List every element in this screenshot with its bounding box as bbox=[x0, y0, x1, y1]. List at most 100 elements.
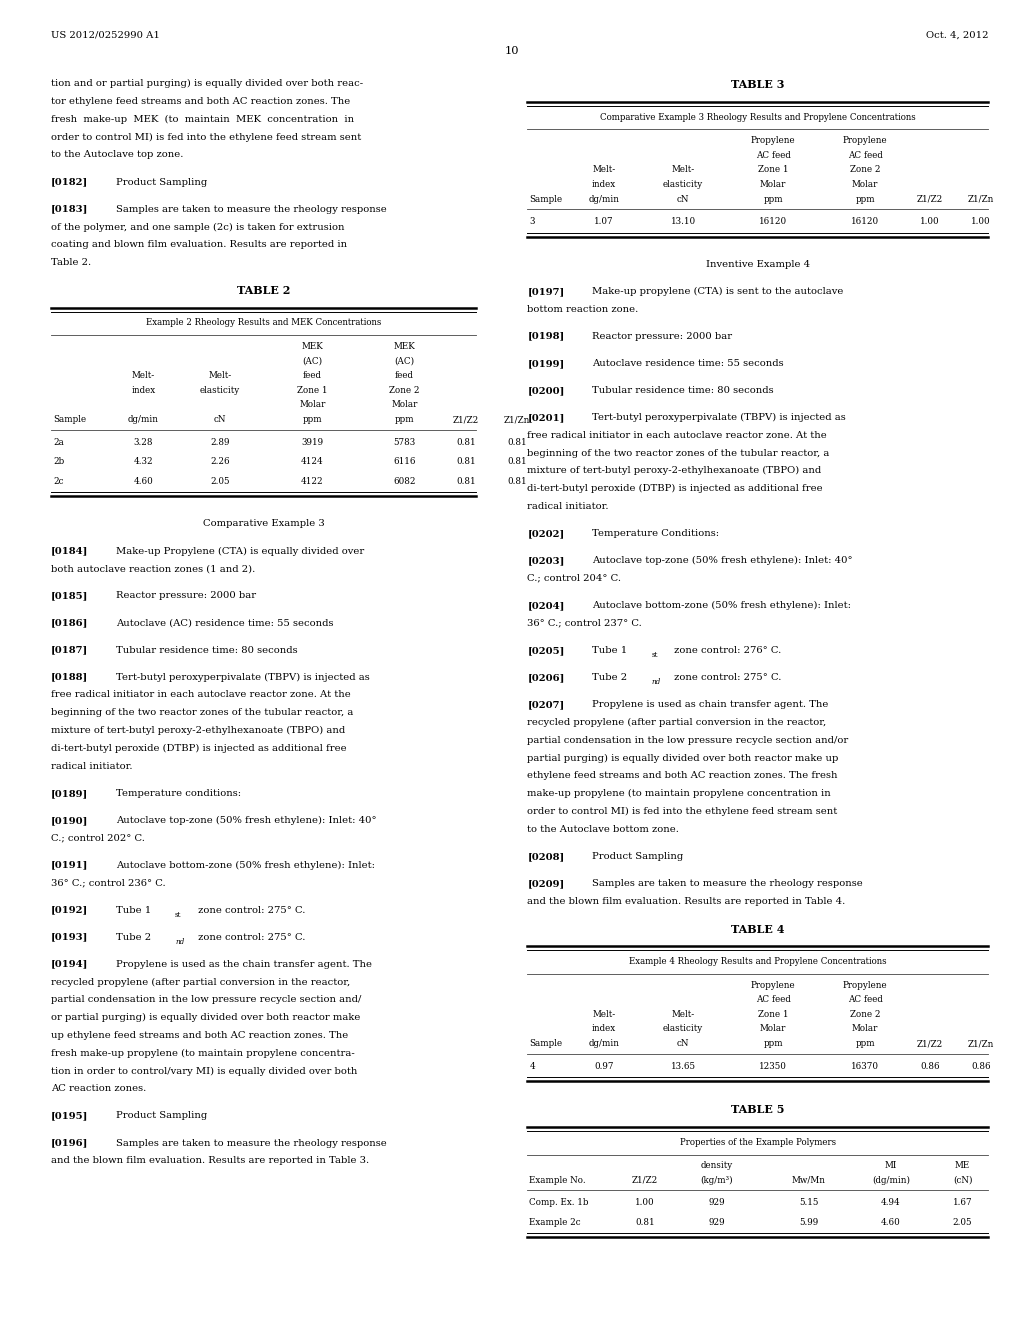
Text: AC feed: AC feed bbox=[756, 150, 791, 160]
Text: Comparative Example 3 Rheology Results and Propylene Concentrations: Comparative Example 3 Rheology Results a… bbox=[600, 112, 915, 121]
Text: beginning of the two reactor zones of the tubular reactor, a: beginning of the two reactor zones of th… bbox=[51, 709, 353, 717]
Text: 13.65: 13.65 bbox=[671, 1061, 695, 1071]
Text: Autoclave top-zone (50% fresh ethylene): Inlet: 40°: Autoclave top-zone (50% fresh ethylene):… bbox=[592, 556, 853, 565]
Text: Melt-: Melt- bbox=[672, 165, 694, 174]
Text: tion in order to control/vary MI) is equally divided over both: tion in order to control/vary MI) is equ… bbox=[51, 1067, 357, 1076]
Text: 1.00: 1.00 bbox=[635, 1199, 655, 1208]
Text: 1.00: 1.00 bbox=[971, 216, 991, 226]
Text: Temperature Conditions:: Temperature Conditions: bbox=[592, 529, 719, 539]
Text: Zone 1: Zone 1 bbox=[297, 385, 328, 395]
Text: Tert-butyl peroxyperpivalate (TBPV) is injected as: Tert-butyl peroxyperpivalate (TBPV) is i… bbox=[592, 413, 846, 422]
Text: Samples are taken to measure the rheology response: Samples are taken to measure the rheolog… bbox=[592, 879, 862, 888]
Text: [0201]: [0201] bbox=[527, 413, 564, 422]
Text: Example No.: Example No. bbox=[529, 1176, 586, 1185]
Text: Z1/Zn: Z1/Zn bbox=[968, 1039, 994, 1048]
Text: Product Sampling: Product Sampling bbox=[116, 177, 207, 186]
Text: both autoclave reaction zones (1 and 2).: both autoclave reaction zones (1 and 2). bbox=[51, 565, 255, 573]
Text: Product Sampling: Product Sampling bbox=[116, 1111, 207, 1121]
Text: 36° C.; control 236° C.: 36° C.; control 236° C. bbox=[51, 879, 166, 887]
Text: Melt-: Melt- bbox=[209, 371, 231, 380]
Text: Zone 2: Zone 2 bbox=[850, 165, 881, 174]
Text: TABLE 2: TABLE 2 bbox=[237, 285, 291, 296]
Text: 4122: 4122 bbox=[301, 477, 324, 486]
Text: [0196]: [0196] bbox=[51, 1139, 88, 1147]
Text: Autoclave bottom-zone (50% fresh ethylene): Inlet:: Autoclave bottom-zone (50% fresh ethylen… bbox=[116, 861, 375, 870]
Text: (dg/min): (dg/min) bbox=[871, 1176, 910, 1185]
Text: MEK: MEK bbox=[301, 342, 324, 351]
Text: nd: nd bbox=[175, 937, 184, 945]
Text: Sample: Sample bbox=[529, 1039, 562, 1048]
Text: [0188]: [0188] bbox=[51, 673, 88, 681]
Text: 0.81: 0.81 bbox=[456, 477, 476, 486]
Text: Tube 2: Tube 2 bbox=[592, 673, 627, 682]
Text: elasticity: elasticity bbox=[663, 180, 703, 189]
Text: TABLE 4: TABLE 4 bbox=[731, 924, 784, 935]
Text: fresh make-up propylene (to maintain propylene concentra-: fresh make-up propylene (to maintain pro… bbox=[51, 1049, 355, 1057]
Text: Autoclave bottom-zone (50% fresh ethylene): Inlet:: Autoclave bottom-zone (50% fresh ethylen… bbox=[592, 601, 851, 610]
Text: density: density bbox=[700, 1162, 733, 1170]
Text: [0189]: [0189] bbox=[51, 789, 88, 797]
Text: TABLE 5: TABLE 5 bbox=[731, 1105, 784, 1115]
Text: 0.81: 0.81 bbox=[507, 437, 527, 446]
Text: AC feed: AC feed bbox=[756, 995, 791, 1005]
Text: radical initiator.: radical initiator. bbox=[51, 762, 133, 771]
Text: coating and blown film evaluation. Results are reported in: coating and blown film evaluation. Resul… bbox=[51, 240, 347, 249]
Text: zone control: 275° C.: zone control: 275° C. bbox=[195, 906, 305, 915]
Text: index: index bbox=[592, 180, 616, 189]
Text: 2a: 2a bbox=[53, 437, 65, 446]
Text: C.; control 204° C.: C.; control 204° C. bbox=[527, 574, 622, 583]
Text: recycled propylene (after partial conversion in the reactor,: recycled propylene (after partial conver… bbox=[51, 978, 350, 986]
Text: 3: 3 bbox=[529, 216, 535, 226]
Text: Sample: Sample bbox=[53, 414, 86, 424]
Text: 3.28: 3.28 bbox=[133, 437, 154, 446]
Text: MI: MI bbox=[885, 1162, 897, 1170]
Text: nd: nd bbox=[651, 678, 660, 686]
Text: Samples are taken to measure the rheology response: Samples are taken to measure the rheolog… bbox=[116, 1139, 386, 1147]
Text: 10: 10 bbox=[505, 46, 519, 57]
Text: feed: feed bbox=[303, 371, 322, 380]
Text: Reactor pressure: 2000 bar: Reactor pressure: 2000 bar bbox=[116, 591, 256, 601]
Text: [0202]: [0202] bbox=[527, 529, 564, 539]
Text: [0183]: [0183] bbox=[51, 205, 88, 214]
Text: Reactor pressure: 2000 bar: Reactor pressure: 2000 bar bbox=[592, 331, 732, 341]
Text: Samples are taken to measure the rheology response: Samples are taken to measure the rheolog… bbox=[116, 205, 386, 214]
Text: [0185]: [0185] bbox=[51, 591, 88, 601]
Text: [0199]: [0199] bbox=[527, 359, 564, 368]
Text: US 2012/0252990 A1: US 2012/0252990 A1 bbox=[51, 30, 160, 40]
Text: 3919: 3919 bbox=[301, 437, 324, 446]
Text: 6116: 6116 bbox=[393, 457, 416, 466]
Text: to the Autoclave bottom zone.: to the Autoclave bottom zone. bbox=[527, 825, 679, 834]
Text: index: index bbox=[592, 1024, 616, 1034]
Text: Propylene: Propylene bbox=[751, 136, 796, 145]
Text: partial condensation in the low pressure recycle section and/: partial condensation in the low pressure… bbox=[51, 995, 361, 1005]
Text: Molar: Molar bbox=[852, 180, 879, 189]
Text: ppm: ppm bbox=[763, 194, 783, 203]
Text: Autoclave (AC) residence time: 55 seconds: Autoclave (AC) residence time: 55 second… bbox=[116, 619, 333, 627]
Text: Tert-butyl peroxyperpivalate (TBPV) is injected as: Tert-butyl peroxyperpivalate (TBPV) is i… bbox=[116, 673, 370, 681]
Text: dg/min: dg/min bbox=[589, 194, 620, 203]
Text: cN: cN bbox=[214, 414, 226, 424]
Text: [0198]: [0198] bbox=[527, 331, 564, 341]
Text: feed: feed bbox=[395, 371, 414, 380]
Text: Temperature conditions:: Temperature conditions: bbox=[116, 789, 241, 797]
Text: partial purging) is equally divided over both reactor make up: partial purging) is equally divided over… bbox=[527, 754, 839, 763]
Text: cN: cN bbox=[677, 1039, 689, 1048]
Text: Example 2c: Example 2c bbox=[529, 1218, 581, 1226]
Text: Sample: Sample bbox=[529, 194, 562, 203]
Text: (AC): (AC) bbox=[302, 356, 323, 366]
Text: 2.05: 2.05 bbox=[210, 477, 230, 486]
Text: Example 2 Rheology Results and MEK Concentrations: Example 2 Rheology Results and MEK Conce… bbox=[146, 318, 381, 327]
Text: 5.15: 5.15 bbox=[800, 1199, 818, 1208]
Text: 5783: 5783 bbox=[393, 437, 416, 446]
Text: dg/min: dg/min bbox=[128, 414, 159, 424]
Text: Comp. Ex. 1b: Comp. Ex. 1b bbox=[529, 1199, 589, 1208]
Text: 2.05: 2.05 bbox=[952, 1218, 973, 1226]
Text: 16120: 16120 bbox=[759, 216, 787, 226]
Text: [0206]: [0206] bbox=[527, 673, 564, 682]
Text: 0.81: 0.81 bbox=[456, 457, 476, 466]
Text: [0207]: [0207] bbox=[527, 700, 564, 709]
Text: Make-up Propylene (CTA) is equally divided over: Make-up Propylene (CTA) is equally divid… bbox=[116, 546, 364, 556]
Text: [0190]: [0190] bbox=[51, 816, 88, 825]
Text: Melt-: Melt- bbox=[672, 1010, 694, 1019]
Text: Propylene: Propylene bbox=[843, 981, 888, 990]
